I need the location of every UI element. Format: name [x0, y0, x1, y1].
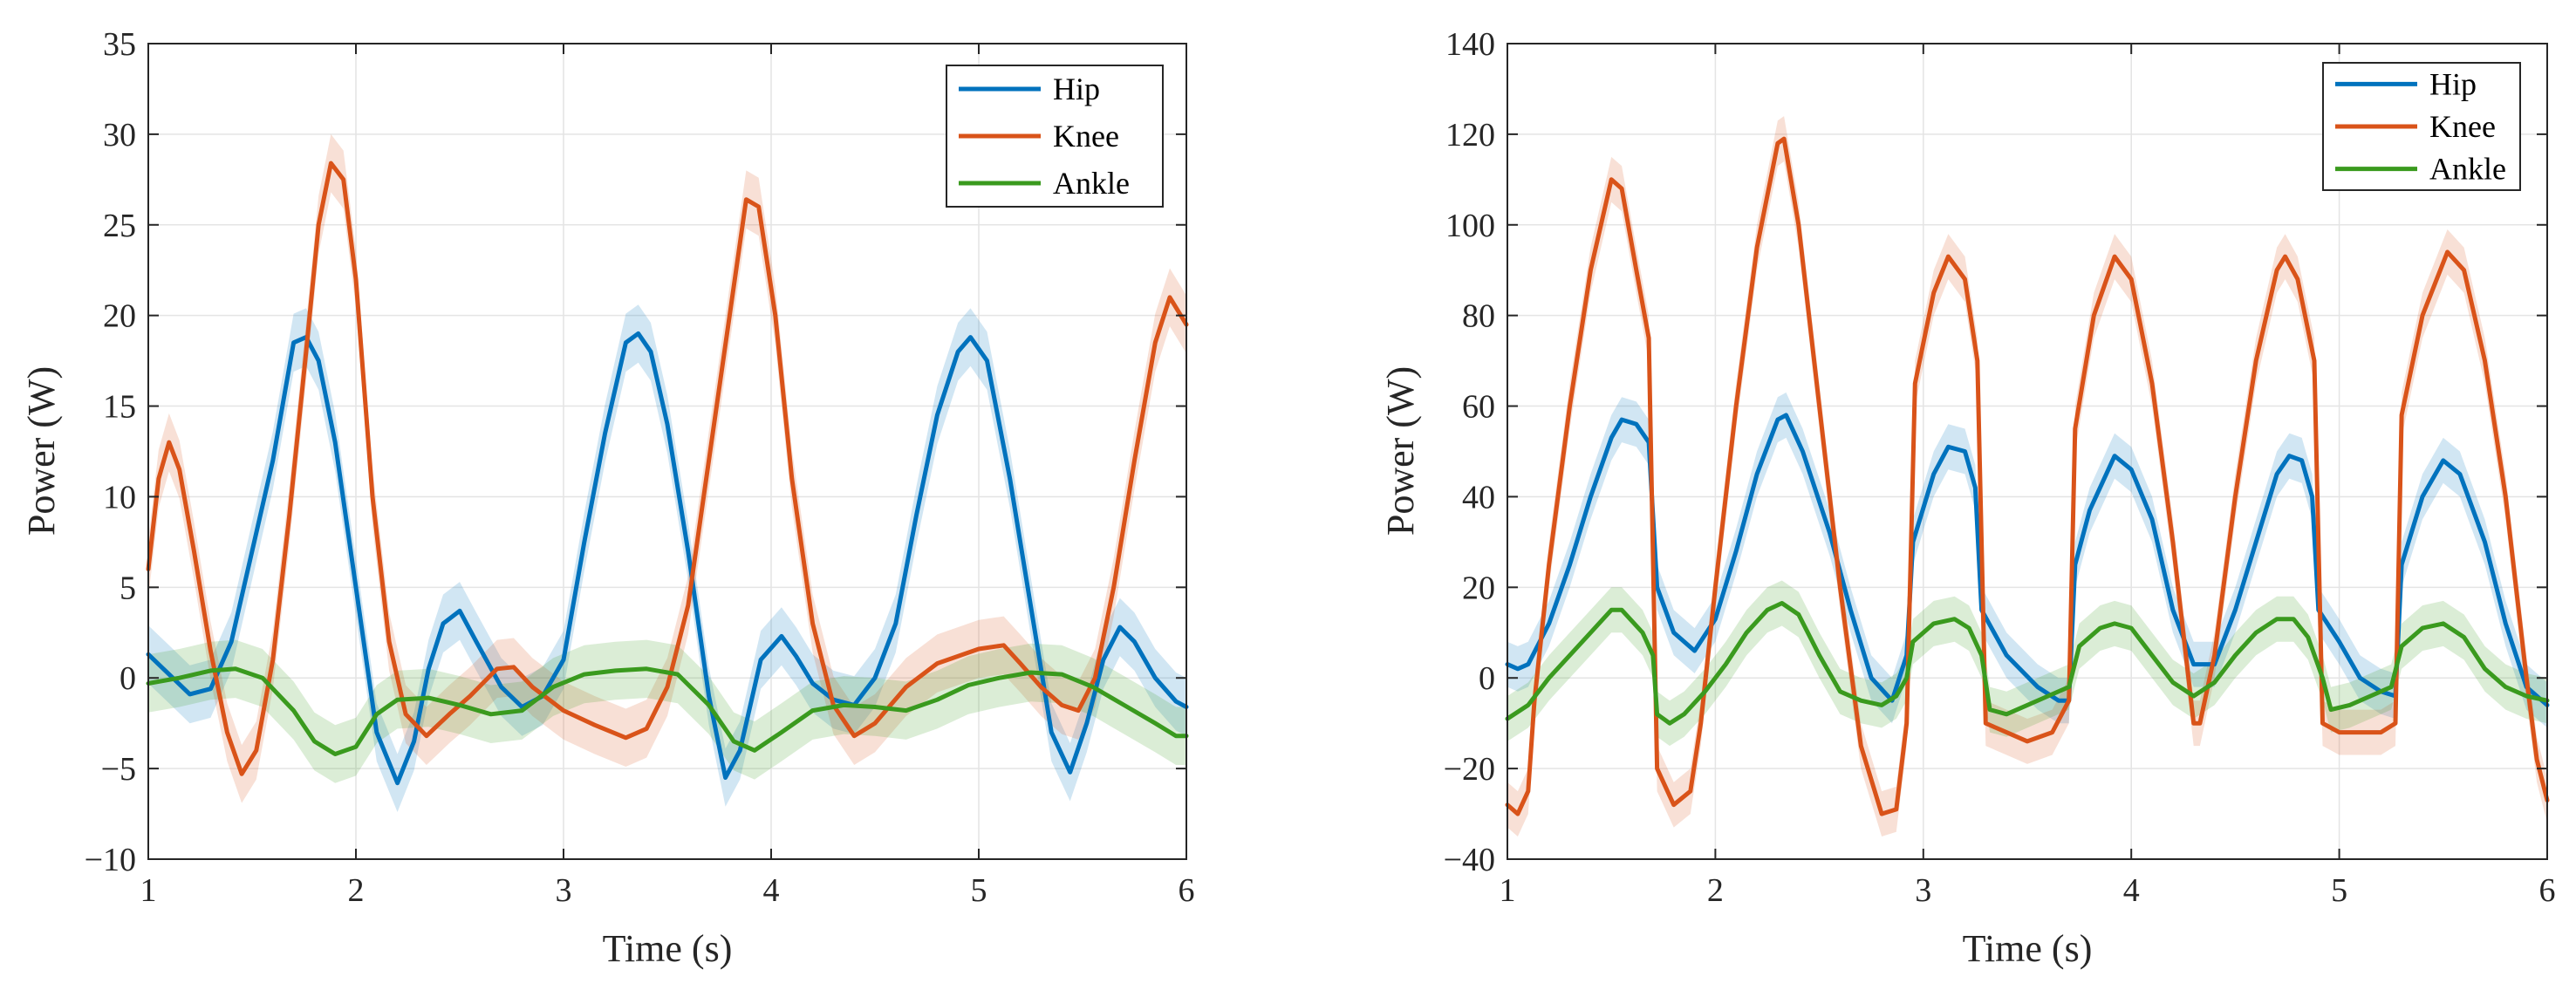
y-tick-label: 120: [1445, 117, 1495, 154]
x-tick-label: 1: [140, 872, 157, 909]
series-line-knee: [146, 160, 1189, 776]
y-tick-label: 100: [1445, 208, 1495, 244]
y-tick-label: 20: [103, 298, 136, 335]
y-tick-label: 10: [103, 479, 136, 515]
y-tick-label: 140: [1445, 26, 1495, 63]
y-tick-label: −20: [1444, 751, 1495, 788]
series-band-hip: [1507, 393, 2547, 728]
chart-left: 1 2 3 4 5 6 −10 −5 0 5 10 15 20 25 30 35 Time (s) Power…: [20, 26, 1195, 970]
series-band-ankle: [1507, 580, 2547, 747]
x-tick-label: 6: [2539, 872, 2556, 909]
legend-label-knee: Knee: [1053, 119, 1119, 154]
x-tick-label: 6: [1179, 872, 1195, 909]
series-line-hip: [146, 331, 1189, 786]
x-tick-label: 5: [971, 872, 987, 909]
series-line-hip: [1505, 413, 2550, 707]
series-line-ankle: [146, 666, 1189, 756]
axes-box: [147, 43, 1187, 860]
y-tick-label: 80: [1462, 298, 1495, 335]
y-tick-label: 0: [120, 660, 136, 697]
y-tick-label: 30: [103, 117, 136, 154]
y-tick-label: 0: [1479, 660, 1495, 697]
legend: Hip Knee Ankle: [946, 65, 1164, 208]
y-tick-label: 25: [103, 208, 136, 244]
x-axis-label: Time (s): [1963, 927, 2093, 970]
y-axis-label: Power (W): [1379, 366, 1422, 536]
x-tick-label: 2: [348, 872, 365, 909]
series-band-hip: [148, 304, 1186, 812]
x-tick-label: 3: [1915, 872, 1931, 909]
y-tick-label: 20: [1462, 570, 1495, 606]
legend-label-hip: Hip: [1053, 72, 1100, 106]
x-tick-label: 4: [2123, 872, 2140, 909]
legend: Hip Knee Ankle: [2322, 62, 2521, 191]
legend-label-knee: Knee: [2429, 109, 2496, 144]
series-band-knee: [148, 133, 1186, 803]
x-axis-label: Time (s): [603, 927, 733, 970]
y-tick-label: 35: [103, 26, 136, 63]
y-tick-label: −40: [1444, 842, 1495, 878]
x-tick-label: 4: [763, 872, 780, 909]
axes-box: [1507, 43, 2548, 860]
y-tick-label: 5: [120, 570, 136, 606]
y-tick-label: −10: [85, 842, 136, 878]
y-axis-label: Power (W): [20, 366, 63, 536]
y-tick-label: 60: [1462, 389, 1495, 426]
legend-label-ankle: Ankle: [2429, 152, 2506, 187]
legend-label-hip: Hip: [2429, 66, 2477, 101]
x-tick-label: 1: [1500, 872, 1516, 909]
y-tick-label: 15: [103, 389, 136, 426]
series-band-ankle: [148, 639, 1186, 783]
series-line-knee: [1505, 136, 2550, 816]
x-tick-label: 2: [1707, 872, 1724, 909]
y-tick-label: 40: [1462, 479, 1495, 515]
x-tick-label: 5: [2331, 872, 2347, 909]
series-line-ankle: [1505, 601, 2550, 726]
legend-label-ankle: Ankle: [1053, 166, 1130, 201]
x-tick-label: 3: [556, 872, 572, 909]
y-tick-label: −5: [101, 751, 136, 788]
